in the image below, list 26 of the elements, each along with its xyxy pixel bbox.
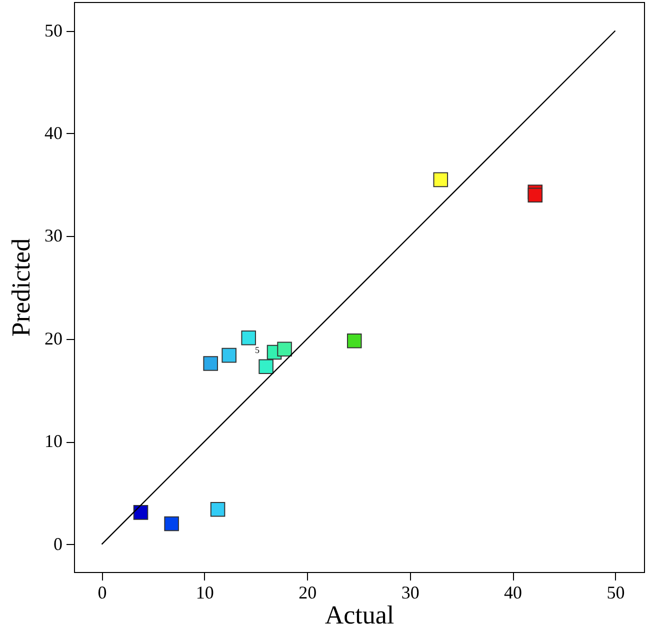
point — [258, 359, 274, 374]
x-tick-label: 0 — [98, 582, 107, 602]
point — [133, 505, 148, 520]
point — [210, 502, 226, 517]
x-axis-title: Actual — [324, 600, 394, 630]
point — [346, 334, 362, 348]
point — [222, 348, 236, 363]
y-tick-label: 40 — [44, 122, 62, 143]
y-axis-title: Predicted — [6, 238, 36, 337]
y-tick-label: 20 — [44, 328, 62, 348]
y-tick-label: 30 — [44, 226, 62, 246]
point — [528, 188, 543, 202]
x-tick-label: 40 — [504, 582, 522, 602]
point — [277, 342, 292, 357]
y-tick-label: 50 — [44, 20, 62, 40]
x-tick-label: 50 — [606, 582, 625, 602]
x-tick-label: 30 — [401, 582, 420, 602]
point — [241, 330, 256, 346]
point — [433, 172, 448, 188]
point — [203, 356, 218, 371]
x-tick-label: 20 — [298, 582, 317, 602]
y-tick-label: 10 — [44, 431, 62, 452]
point — [164, 516, 179, 532]
x-tick-label: 10 — [196, 582, 214, 602]
annotation: 5 — [255, 345, 260, 356]
y-tick-label: 0 — [54, 534, 62, 554]
